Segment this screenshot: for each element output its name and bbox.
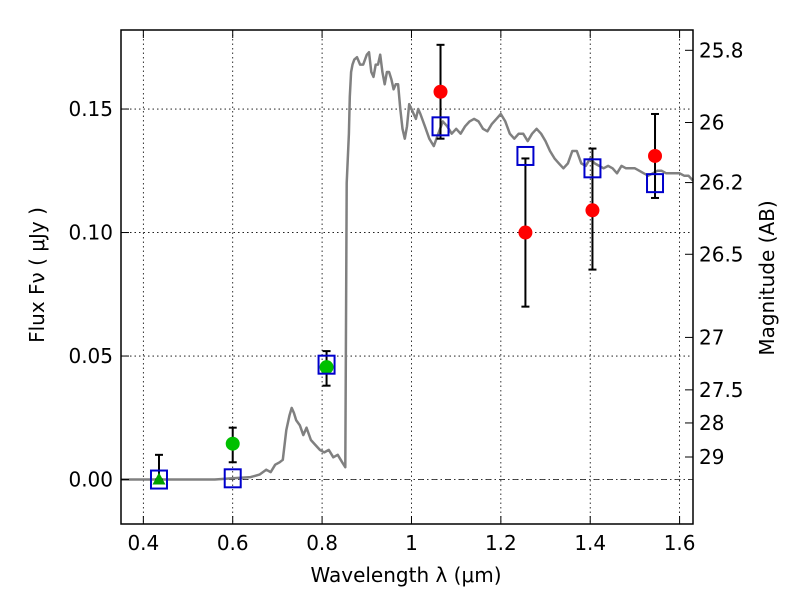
- y-tick-label: 0.00: [68, 468, 113, 492]
- photometry-point: [585, 203, 600, 218]
- x-tick-label: 1.6: [664, 531, 696, 555]
- y2-axis-title: Magnitude (AB): [755, 200, 779, 355]
- model-photometry-square: [583, 158, 602, 179]
- model-photometry-square: [317, 354, 336, 375]
- photometry-point: [319, 360, 334, 375]
- y2-tick-label: 27: [699, 325, 724, 349]
- model-photometry-square: [516, 145, 535, 166]
- ticks: [121, 30, 693, 524]
- x-tick-label: 1: [405, 531, 418, 555]
- x-tick-label: 0.6: [217, 531, 249, 555]
- y-axis-title: Flux Fν ( μJy ): [25, 207, 49, 343]
- plot-frame: [120, 29, 694, 525]
- x-tick-label: 1.2: [485, 531, 517, 555]
- photometry-point: [433, 84, 448, 99]
- model-photometry-square: [431, 116, 450, 137]
- y2-tick-label: 28: [699, 411, 724, 435]
- model-photometry-square: [223, 468, 242, 489]
- x-tick-label: 0.4: [127, 531, 159, 555]
- photometry-point: [518, 225, 533, 240]
- tick-labels: 0.4 0.6 0.8 1 1.2 1.4 1.6 0.00 0.05 0.10 0.15 25.8 2…: [68, 38, 743, 555]
- data-points: [149, 84, 665, 490]
- y-tick-label: 0.10: [68, 221, 113, 245]
- y2-tick-label: 25.8: [699, 38, 744, 62]
- photometry-point: [648, 148, 663, 163]
- model-photometry-square: [149, 469, 168, 490]
- y2-tick-label: 26: [699, 111, 724, 135]
- model-photometry-square: [646, 173, 665, 194]
- x-tick-label: 0.8: [306, 531, 338, 555]
- photometry-point: [225, 436, 240, 451]
- upper-limit-marker: [152, 472, 166, 485]
- x-tick-label: 1.4: [574, 531, 606, 555]
- y2-tick-label: 27.5: [699, 378, 744, 402]
- y2-tick-label: 26.5: [699, 242, 744, 266]
- model-curve-layer: [121, 50, 694, 481]
- sed-model-curve: [121, 50, 694, 481]
- y-tick-label: 0.05: [68, 344, 113, 368]
- x-axis-title: Wavelength λ (μm): [310, 563, 501, 587]
- y2-tick-label: 26.2: [699, 171, 744, 195]
- y-tick-label: 0.15: [68, 97, 113, 121]
- y2-tick-label: 29: [699, 445, 724, 469]
